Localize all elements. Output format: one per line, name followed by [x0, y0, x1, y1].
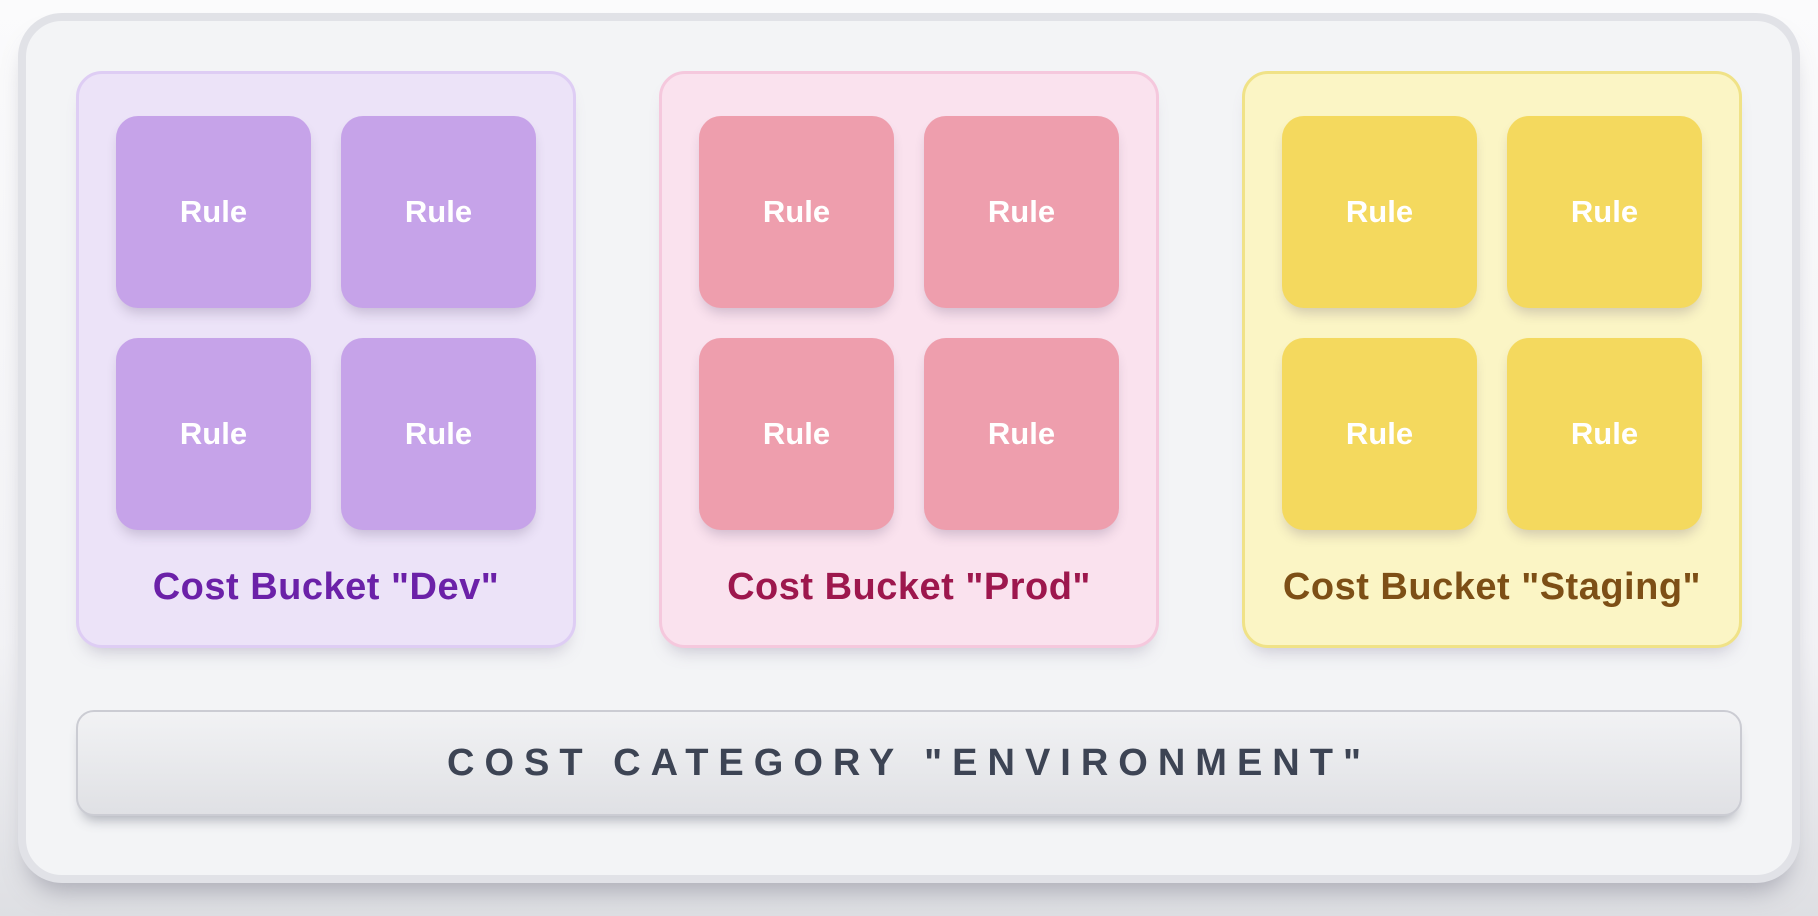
- cost-bucket-prod: Rule Rule Rule Rule Cost Bucket "Prod": [659, 71, 1159, 648]
- rules-grid: Rule Rule Rule Rule: [1282, 116, 1702, 530]
- cost-bucket-staging: Rule Rule Rule Rule Cost Bucket "Staging…: [1242, 71, 1742, 648]
- rule-card: Rule: [924, 338, 1119, 530]
- rule-card: Rule: [116, 116, 311, 308]
- rules-grid: Rule Rule Rule Rule: [699, 116, 1119, 530]
- rule-card: Rule: [1282, 116, 1477, 308]
- rule-card: Rule: [116, 338, 311, 530]
- cost-category-label: COST CATEGORY "ENVIRONMENT": [447, 741, 1371, 784]
- rules-grid: Rule Rule Rule Rule: [116, 116, 536, 530]
- rule-card: Rule: [699, 116, 894, 308]
- bucket-label-staging: Cost Bucket "Staging": [1282, 566, 1702, 608]
- bucket-label-prod: Cost Bucket "Prod": [727, 566, 1091, 608]
- outer-frame: Rule Rule Rule Rule Cost Bucket "Dev" Ru…: [18, 13, 1800, 883]
- cost-category-bar: COST CATEGORY "ENVIRONMENT": [76, 710, 1742, 816]
- rule-card: Rule: [1507, 338, 1702, 530]
- cost-bucket-dev: Rule Rule Rule Rule Cost Bucket "Dev": [76, 71, 576, 648]
- rule-card: Rule: [341, 116, 536, 308]
- rule-card: Rule: [699, 338, 894, 530]
- rule-card: Rule: [924, 116, 1119, 308]
- buckets-row: Rule Rule Rule Rule Cost Bucket "Dev" Ru…: [76, 71, 1742, 648]
- rule-card: Rule: [341, 338, 536, 530]
- rule-card: Rule: [1282, 338, 1477, 530]
- bucket-label-dev: Cost Bucket "Dev": [152, 566, 500, 608]
- rule-card: Rule: [1507, 116, 1702, 308]
